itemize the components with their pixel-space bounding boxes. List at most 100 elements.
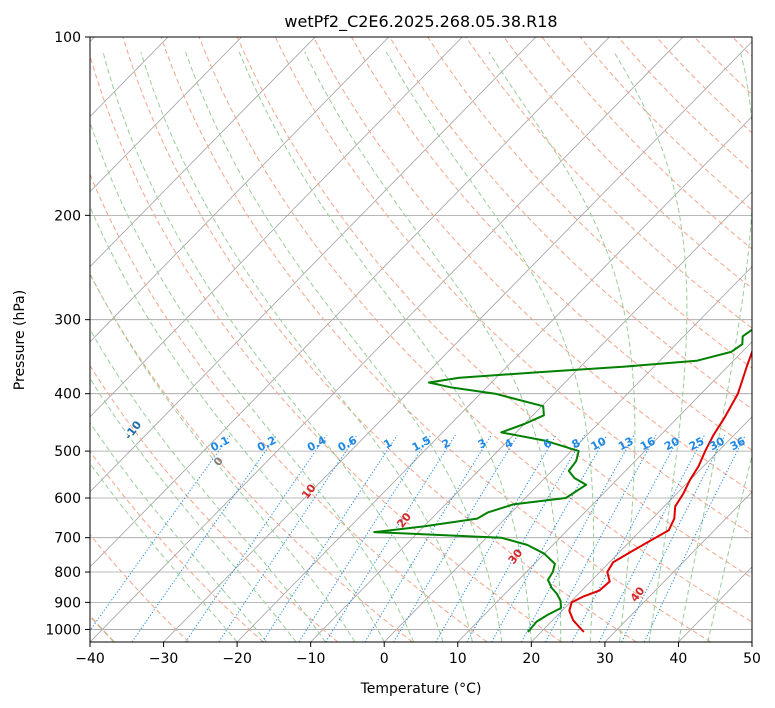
mixing-ratio-label: 1: [381, 436, 394, 451]
moist-adiabat-line: [238, 51, 532, 642]
mixing-ratio-line: [185, 434, 327, 642]
dry-adiabat-line: [427, 37, 752, 369]
isotherm-line: [531, 416, 752, 642]
isotherm-line: [310, 191, 752, 642]
isotherm-line: [604, 491, 752, 642]
dry-adiabat-line: [771, 37, 775, 642]
y-tick-label: 500: [54, 444, 81, 460]
dry-adiabat-label: 30: [506, 546, 526, 566]
mixing-ratio-line: [643, 434, 746, 642]
moist-adiabat-line: [385, 51, 595, 642]
y-tick-label: 100: [54, 30, 81, 46]
mixing-ratio-line: [621, 434, 726, 642]
moist-adiabat-line: [102, 51, 444, 642]
moist-adiabat-line: [488, 51, 636, 642]
dry-adiabat-line: [465, 37, 752, 329]
dry-adiabat-line: [90, 173, 488, 642]
y-tick-label: 200: [54, 208, 81, 224]
dry-adiabat-line: [503, 37, 752, 289]
moist-adiabat-line: [90, 377, 297, 642]
mixing-ratio-line: [298, 434, 432, 642]
mixing-ratio-line: [521, 434, 635, 642]
dry-adiabat-line: [90, 533, 190, 642]
dry-adiabat-line: [160, 37, 712, 642]
y-axis-label: Pressure (hPa): [12, 290, 28, 390]
dry-adiabat-line: [90, 273, 413, 642]
moist-adiabat-line: [140, 51, 473, 642]
mixing-ratio-line: [364, 434, 492, 642]
moist-adiabat-line: [613, 51, 688, 642]
isotherm-line: [457, 341, 752, 642]
moist-adiabat-line: [707, 453, 752, 642]
isotherm-line: [90, 37, 610, 568]
mixing-ratio-label: 10: [589, 434, 609, 453]
isopleth-labels: 0.10.20.40.611.52346810131620253036-100-…: [122, 418, 748, 604]
moist-adiabat-line: [185, 51, 503, 642]
mixing-ratio-label: 30: [707, 434, 727, 453]
isotherm-line: [236, 116, 752, 642]
mixing-ratio-line: [90, 434, 231, 632]
y-tick-label: 900: [54, 595, 81, 611]
mixing-ratio-label: 25: [687, 435, 707, 454]
mixing-ratio-line: [131, 434, 278, 642]
dry-adiabat-line: [198, 37, 752, 623]
y-tick-label: 700: [54, 531, 81, 547]
y-tick-label: 300: [54, 313, 81, 329]
x-tick-label: 0: [380, 651, 389, 667]
mixing-ratio-label: 3: [476, 436, 489, 451]
dry-adiabat-line: [274, 37, 752, 536]
moist-adiabat-line: [90, 462, 238, 642]
x-tick-label: 20: [522, 651, 540, 667]
y-tick-label: 400: [54, 387, 81, 403]
mixing-ratio-line: [571, 434, 681, 642]
profile-lines: [373, 328, 752, 633]
isotherm-line: [90, 37, 537, 493]
mixing-ratio-label: 36: [728, 434, 748, 453]
temperature-line: [568, 349, 752, 633]
dry-adiabat-line: [579, 37, 752, 211]
x-tick-label: 30: [596, 651, 614, 667]
isotherm-line: [751, 641, 752, 642]
dewpoint-line: [373, 328, 752, 633]
x-tick-label: 10: [449, 651, 467, 667]
dry-adiabat-line: [732, 37, 752, 58]
mixing-ratio-label: 13: [616, 435, 636, 454]
x-tick-label: 50: [743, 651, 761, 667]
mixing-ratio-line: [545, 434, 657, 642]
mixing-ratio-line: [262, 434, 398, 642]
moist-adiabat-line: [90, 421, 267, 642]
isotherm-line: [383, 266, 752, 642]
mixing-ratio-line: [325, 434, 456, 642]
dry-adiabat-line: [90, 450, 264, 642]
mixing-ratio-line: [491, 434, 608, 642]
dry-adiabat-line: [90, 364, 339, 642]
dry-adiabat-line: [541, 37, 752, 250]
dry-adiabat-line: [312, 37, 752, 493]
moist-adiabat-line: [90, 272, 356, 642]
dry-adiabat-line: [236, 37, 752, 579]
x-axis-label: Temperature (°C): [360, 681, 482, 697]
moist-adiabat-line: [90, 120, 415, 642]
dry-adiabat-line: [90, 54, 562, 642]
y-tick-label: 800: [54, 565, 81, 581]
isotherm-line: [90, 37, 316, 268]
isotherm-line: [90, 37, 242, 193]
x-tick-label: −10: [296, 651, 326, 667]
dry-adiabat-label: -10: [122, 418, 145, 442]
plot-frame: [89, 36, 753, 643]
moist-adiabat-line: [90, 328, 326, 642]
y-tick-label: 1000: [45, 622, 81, 638]
x-tick-label: 40: [670, 651, 688, 667]
isotherm-line: [678, 566, 752, 642]
x-tick-label: −40: [75, 651, 105, 667]
chart-title: wetPf2_C2E6.2025.268.05.38.R18: [284, 12, 557, 32]
isotherm-line: [90, 37, 389, 343]
x-tick-label: −30: [149, 651, 179, 667]
mixing-ratio-label: 16: [638, 434, 658, 453]
mixing-ratio-line: [466, 434, 585, 642]
isotherm-line: [90, 37, 684, 642]
background-lines: [90, 37, 775, 642]
moist-adiabat-line: [677, 51, 752, 642]
dry-adiabat-line: [655, 37, 752, 134]
